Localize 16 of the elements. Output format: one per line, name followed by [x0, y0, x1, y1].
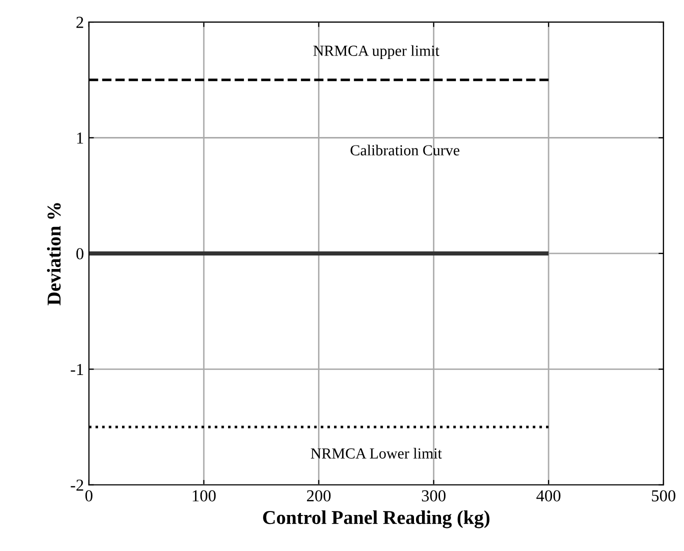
y-tick-label: -1	[70, 364, 84, 375]
x-tick-label: 500	[652, 490, 676, 502]
x-tick-label: 100	[192, 490, 216, 502]
annotation: NRMCA upper limit	[313, 45, 440, 60]
x-axis-title: Control Panel Reading (kg)	[263, 510, 490, 528]
annotation: NRMCA Lower limit	[310, 448, 442, 459]
x-tick-label: 300	[422, 490, 446, 502]
y-tick-label: 1	[77, 132, 84, 144]
x-tick-label: 0	[85, 490, 92, 502]
y-tick-label: 2	[76, 16, 84, 28]
y-axis-title: Deviation %	[46, 203, 61, 306]
x-tick-label: 400	[536, 490, 560, 502]
y-tick-label: -2	[70, 480, 84, 491]
annotation: Calibration Curve	[350, 144, 460, 156]
y-tick-label: 0	[76, 248, 84, 260]
x-tick-label: 200	[306, 490, 331, 502]
